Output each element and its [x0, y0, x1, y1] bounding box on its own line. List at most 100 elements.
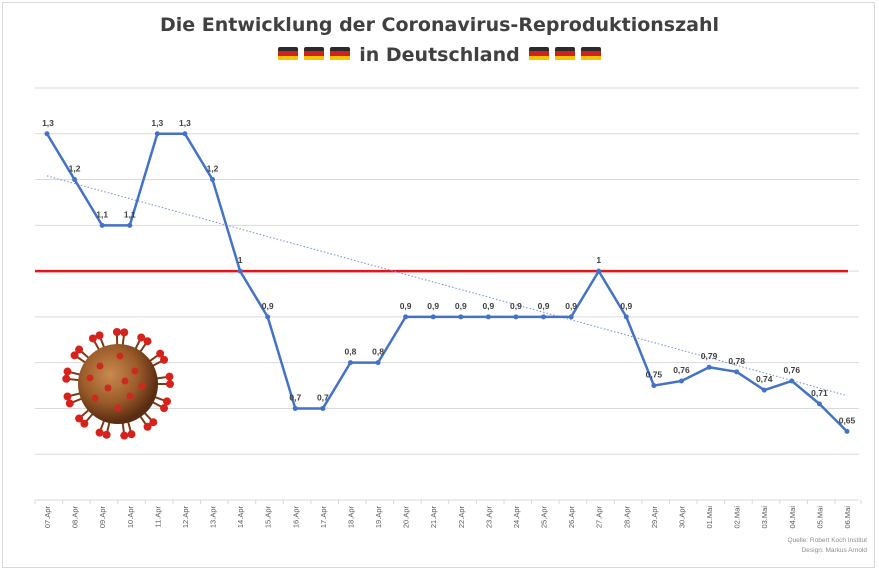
data-point: [320, 405, 326, 411]
data-point: [182, 131, 188, 137]
virus-spike-tip: [95, 331, 104, 340]
x-tick-label: 30.Apr: [677, 506, 686, 529]
virus-spike-tip: [63, 392, 72, 401]
data-point: [816, 401, 822, 407]
data-label: 1,1: [124, 209, 136, 219]
x-tick-label: 29.Apr: [650, 506, 659, 529]
data-point: [265, 314, 271, 320]
data-point: [99, 222, 105, 228]
data-point: [623, 314, 629, 320]
x-tick-label: 03.Mai: [760, 506, 769, 529]
virus-spike-tip: [143, 337, 152, 346]
data-label: 0,8: [345, 347, 357, 357]
data-label: 0,7: [317, 392, 329, 402]
data-point: [403, 314, 409, 320]
x-tick-label: 21.Apr: [429, 506, 438, 529]
coronavirus-icon: [62, 328, 174, 440]
virus-spike-tip: [80, 419, 89, 428]
virus-spike-tip: [149, 418, 158, 427]
data-label: 0,71: [811, 388, 828, 398]
virus-surface-dot: [86, 374, 94, 382]
virus-surface-dot: [91, 394, 99, 402]
german-flag-icon: [303, 46, 324, 61]
data-label: 0,8: [372, 347, 384, 357]
x-tick-label: 07.Apr: [43, 506, 52, 529]
data-label: 1,1: [96, 209, 108, 219]
data-label: 0,9: [262, 301, 274, 311]
data-label: 0,9: [482, 301, 494, 311]
x-tick-label: 16.Apr: [291, 506, 300, 529]
virus-spike-tip: [127, 430, 136, 439]
virus-surface-dot: [126, 392, 134, 400]
virus-spike-tip: [70, 351, 79, 360]
data-point: [237, 268, 243, 274]
virus-spike-tip: [95, 428, 104, 437]
data-label: 0,75: [646, 370, 663, 380]
data-point: [127, 222, 133, 228]
x-tick-label: 25.Apr: [540, 506, 549, 529]
x-tick-label: 13.Apr: [209, 506, 218, 529]
virus-spike-tip: [156, 349, 165, 358]
series-line: [45, 132, 848, 433]
virus-surface-dot: [138, 382, 146, 390]
design-credit: Design: Markus Arnold: [801, 547, 867, 554]
x-tick-label: 23.Apr: [484, 506, 493, 529]
virus-spike-tip: [63, 367, 72, 376]
virus-spike-tip: [120, 328, 129, 337]
virus-spike-tip: [102, 430, 111, 439]
data-label: 0,9: [400, 301, 412, 311]
data-label: 0,9: [538, 301, 550, 311]
data-point: [154, 131, 160, 137]
data-label: 0,9: [455, 301, 467, 311]
virus-spike-tip: [75, 414, 84, 423]
x-tick-label: 22.Apr: [457, 506, 466, 529]
data-label: 0,9: [510, 301, 522, 311]
data-label: 0,78: [728, 356, 745, 366]
data-label: 0,76: [673, 365, 690, 375]
data-label: 0,74: [756, 374, 773, 384]
virus-surface-dot: [96, 362, 104, 370]
chart-title: Die Entwicklung der Coronavirus-Reproduk…: [159, 14, 720, 36]
x-tick-label: 01.Mai: [705, 506, 714, 529]
virus-spike-tip: [65, 399, 74, 408]
x-tick-label: 11.Apr: [153, 506, 162, 528]
data-label: 1,2: [207, 164, 219, 174]
data-point: [541, 314, 547, 320]
chart-title-country: in Deutschland: [359, 44, 520, 66]
x-tick-label: 14.Apr: [236, 506, 245, 529]
virus-spike-tip: [137, 333, 146, 342]
virus-spike-tip: [165, 372, 174, 381]
data-point: [513, 314, 519, 320]
data-point: [430, 314, 436, 320]
virus-surface-dot: [131, 367, 139, 375]
data-point: [789, 378, 795, 384]
x-tick-label: 17.Apr: [319, 506, 328, 529]
data-label: 1,3: [151, 118, 163, 128]
data-point: [458, 314, 464, 320]
x-tick-label: 12.Apr: [181, 506, 190, 529]
data-point: [485, 314, 491, 320]
x-tick-label: 27.Apr: [595, 506, 604, 529]
virus-spike-tip: [88, 334, 97, 343]
virus-spike-tip: [166, 380, 174, 388]
data-label: 1,2: [69, 164, 81, 174]
virus-spike-tip: [112, 328, 121, 337]
german-flag-icon: [529, 46, 550, 61]
german-flag-icon: [555, 46, 576, 61]
german-flag-icon: [581, 46, 602, 61]
x-tick-label: 15.Apr: [264, 506, 273, 529]
x-tick-label: 28.Apr: [622, 506, 631, 529]
virus-spike-tip: [75, 345, 84, 354]
data-label: 0,79: [701, 351, 718, 361]
x-tick-label: 08.Apr: [71, 506, 80, 529]
data-point: [844, 428, 850, 434]
data-label: 1: [238, 255, 243, 265]
virus-surface-dot: [121, 377, 129, 385]
x-tick-label: 10.Apr: [126, 506, 135, 529]
data-label: 1: [596, 255, 601, 265]
virus-spike-tip: [120, 431, 129, 440]
source-credit: Quelle: Robert Koch Institut: [787, 537, 868, 544]
x-tick-label: 20.Apr: [402, 506, 411, 529]
data-label: 0,7: [289, 392, 301, 402]
